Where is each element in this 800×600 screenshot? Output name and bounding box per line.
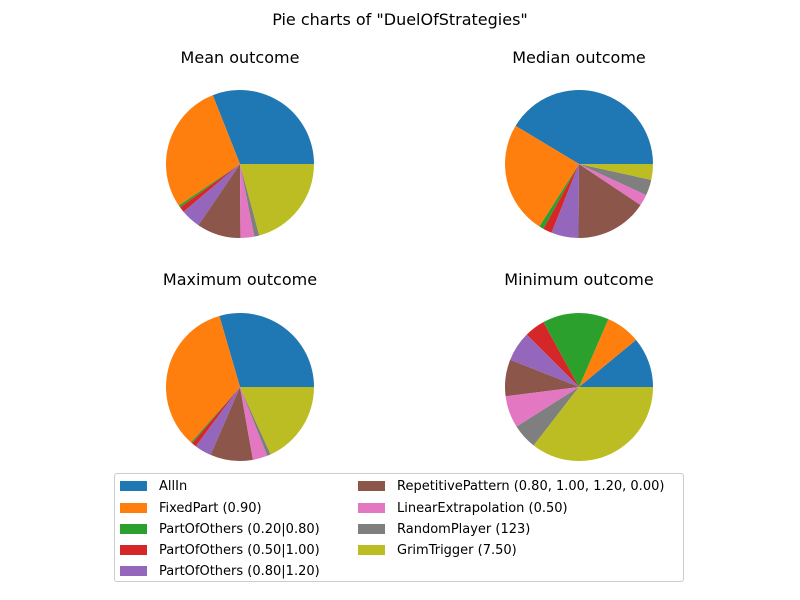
legend-label: LinearExtrapolation (0.50) [397, 500, 568, 516]
legend-entry-7: RandomPlayer (123) [358, 519, 530, 539]
pie-title-minimum: Minimum outcome [504, 270, 654, 289]
pie-slice-2-1 [165, 315, 240, 443]
figure-title: Pie charts of "DuelOfStrategies" [272, 10, 528, 29]
pie-slice-2-7 [240, 387, 271, 456]
pie-slice-2-5 [210, 387, 253, 462]
pie-slice-1-4 [551, 164, 579, 238]
legend-label: RepetitivePattern (0.80, 1.00, 1.20, 0.0… [397, 478, 665, 494]
pie-slice-2-8 [240, 387, 314, 455]
pie-slice-3-0 [579, 339, 653, 387]
legend-label: PartOfOthers (0.50|1.00) [159, 542, 320, 558]
pie-slice-3-7 [516, 387, 579, 446]
legend-swatch [358, 503, 385, 513]
legend-swatch [358, 481, 385, 491]
pie-slice-0-0 [212, 90, 314, 164]
pie-slice-1-0 [515, 89, 653, 164]
pie-slice-3-2 [543, 313, 609, 387]
pie-slice-0-6 [240, 164, 255, 238]
pie-title-mean: Mean outcome [180, 48, 300, 67]
pie-slice-0-3 [180, 164, 240, 212]
pie-slice-0-8 [240, 164, 314, 236]
legend-label: RandomPlayer (123) [397, 521, 531, 537]
legend-swatch [120, 503, 147, 513]
pie-slice-3-5 [504, 359, 579, 397]
pie-slice-3-4 [510, 334, 579, 387]
pie-slice-2-4 [195, 387, 240, 455]
pie-slice-2-0 [219, 313, 314, 387]
pie-slice-3-3 [526, 322, 579, 387]
pie-slice-1-1 [505, 125, 579, 227]
pie-slice-1-2 [539, 164, 579, 229]
legend-entry-0: AllIn [120, 476, 187, 496]
pie-slice-1-5 [578, 164, 641, 239]
pie-slice-1-7 [579, 164, 652, 196]
legend: AllIn FixedPart (0.90) PartOfOthers (0.2… [114, 473, 684, 582]
legend-entry-4: PartOfOthers (0.80|1.20) [120, 561, 320, 581]
legend-swatch [120, 566, 147, 576]
pie-title-maximum: Maximum outcome [162, 270, 318, 289]
pie-slice-0-4 [183, 164, 240, 226]
pie-slice-0-5 [198, 164, 241, 239]
pie-slice-3-1 [579, 319, 637, 387]
pie-median-outcome [505, 89, 653, 239]
legend-entry-2: PartOfOthers (0.20|0.80) [120, 519, 320, 539]
pie-slice-2-3 [192, 387, 240, 447]
pie-slice-0-2 [178, 164, 240, 208]
legend-entry-3: PartOfOthers (0.50|1.00) [120, 540, 320, 560]
pie-slice-2-2 [191, 387, 240, 444]
pie-maximum-outcome [165, 313, 314, 462]
pie-slice-3-6 [505, 387, 579, 427]
pie-slice-2-6 [240, 387, 268, 460]
pie-minimum-outcome [504, 313, 653, 462]
legend-swatch [120, 545, 147, 555]
legend-swatch [120, 524, 147, 534]
legend-label: PartOfOthers (0.20|0.80) [159, 521, 320, 537]
pie-slice-1-8 [579, 164, 653, 180]
legend-entry-5: RepetitivePattern (0.80, 1.00, 1.20, 0.0… [358, 476, 664, 496]
pie-mean-outcome [166, 90, 314, 239]
pie-slice-0-7 [240, 164, 260, 237]
legend-entry-6: LinearExtrapolation (0.50) [358, 498, 568, 518]
legend-label: FixedPart (0.90) [159, 500, 262, 516]
pie-slice-1-6 [579, 164, 647, 206]
pie-slice-1-3 [543, 164, 579, 233]
pie-slice-0-1 [166, 95, 240, 206]
legend-entry-8: GrimTrigger (7.50) [358, 540, 517, 560]
legend-swatch [120, 481, 147, 491]
legend-entry-1: FixedPart (0.90) [120, 498, 262, 518]
pie-title-median: Median outcome [512, 48, 646, 67]
legend-label: AllIn [159, 478, 188, 494]
pie-slice-3-8 [533, 387, 653, 462]
legend-label: PartOfOthers (0.80|1.20) [159, 563, 320, 579]
legend-swatch [358, 524, 385, 534]
legend-label: GrimTrigger (7.50) [397, 542, 517, 558]
legend-swatch [358, 545, 385, 555]
